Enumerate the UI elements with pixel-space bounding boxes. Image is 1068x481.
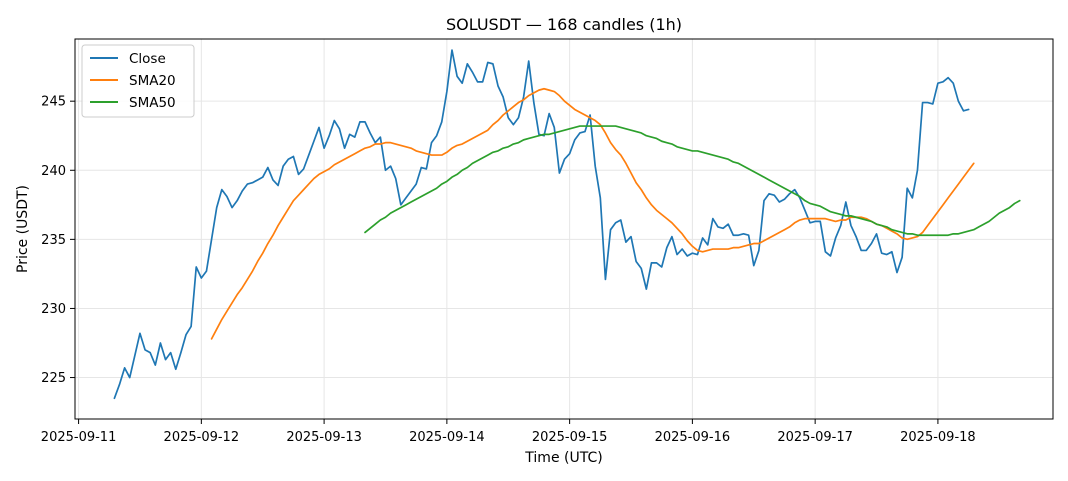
plot-frame [74, 38, 1054, 420]
x-tick-label: 2025-09-11 [41, 430, 117, 445]
legend-label-sma50: SMA50 [129, 95, 176, 111]
legend-box [81, 44, 195, 118]
y-tick-label: 230 [41, 302, 66, 317]
y-tick-label: 240 [41, 164, 66, 179]
series-line-sma20 [210, 87, 975, 340]
x-tick-label: 2025-09-15 [532, 430, 608, 445]
y-tick-label: 245 [41, 95, 66, 110]
grid [75, 39, 1053, 419]
legend-label-sma20: SMA20 [129, 73, 176, 89]
x-tick-label: 2025-09-12 [164, 430, 240, 445]
x-tick-label: 2025-09-18 [900, 430, 976, 445]
legend: Close SMA20 SMA50 [81, 44, 195, 118]
x-tick-label: 2025-09-17 [777, 430, 853, 445]
chart-title: SOLUSDT — 168 candles (1h) [446, 15, 682, 34]
legend-label-close: Close [129, 51, 166, 67]
y-tick-label: 235 [41, 233, 66, 248]
series-line-sma50 [364, 125, 1021, 237]
x-tick-label: 2025-09-16 [655, 430, 731, 445]
axis-ticks: 2025-09-11 2025-09-12 2025-09-13 2025-09-14… [41, 95, 976, 445]
y-axis-label: Price (USDT) [15, 185, 31, 273]
series-line-close [113, 49, 970, 400]
x-axis-label: Time (UTC) [524, 450, 602, 466]
series-layer [113, 49, 1021, 400]
x-tick-label: 2025-09-14 [409, 430, 485, 445]
y-tick-label: 225 [41, 371, 66, 386]
x-tick-label: 2025-09-13 [286, 430, 362, 445]
